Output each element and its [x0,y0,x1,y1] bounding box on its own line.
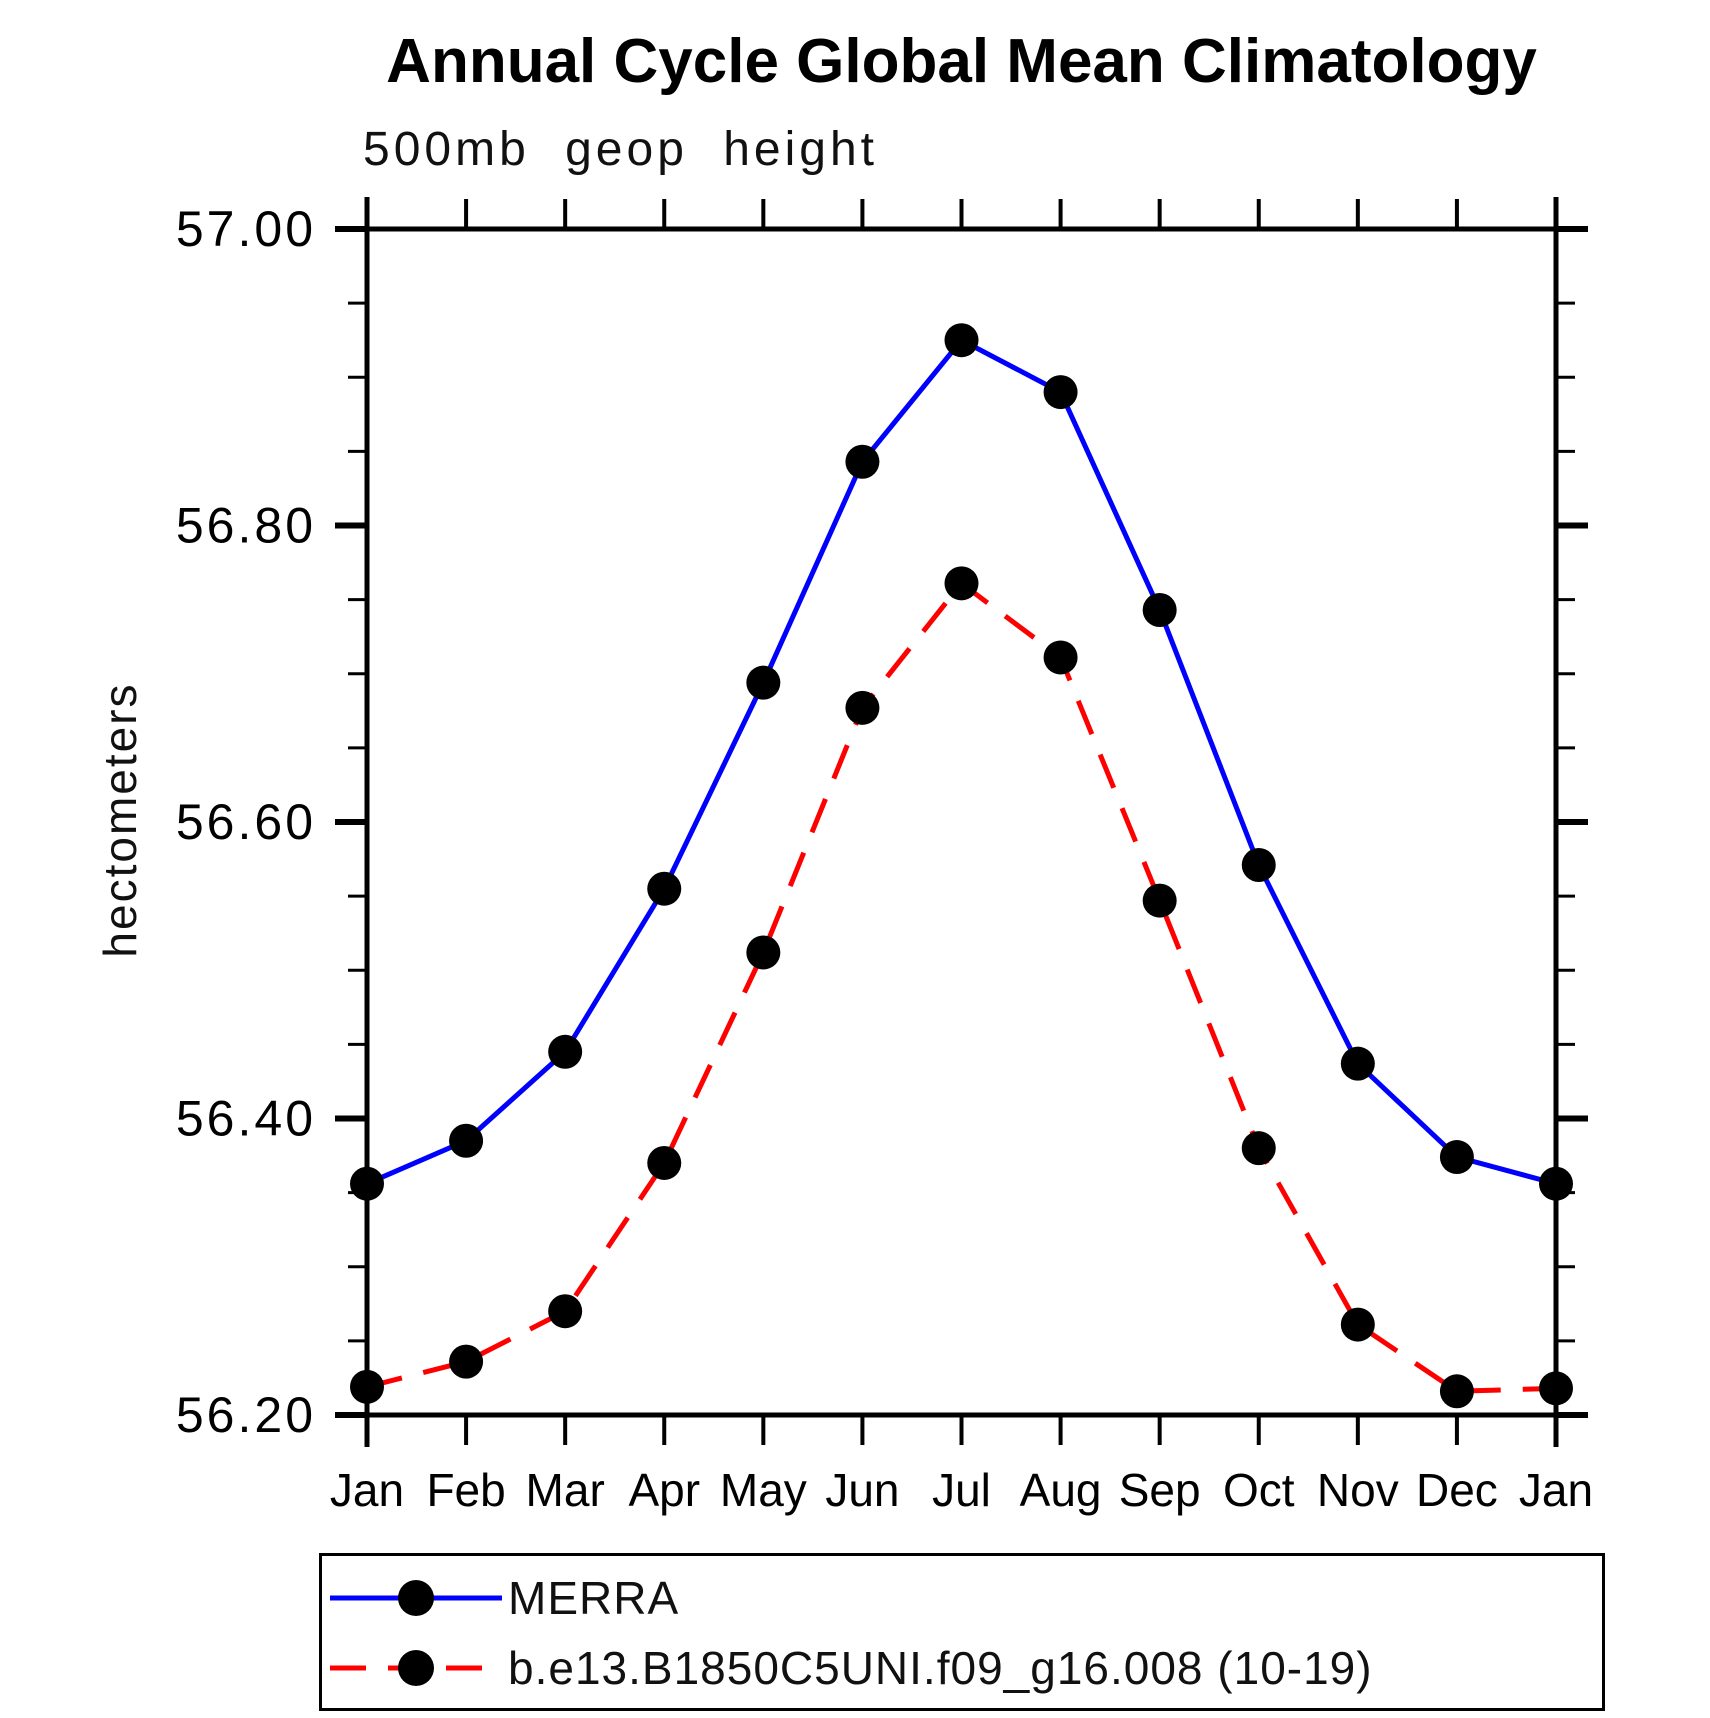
data-point-marker [548,1034,583,1069]
series-line-model [366,579,1557,1394]
data-point-marker [1539,1166,1573,1201]
data-point-marker [449,1344,484,1379]
data-point-marker [845,690,880,725]
data-point-marker [1340,1046,1375,1081]
y-axis-tick-label: 56.40 [176,1091,316,1147]
data-point-marker [1241,1131,1276,1166]
y-axis-tick-label: 56.60 [176,794,316,850]
x-axis-tick-label: Apr [628,1464,700,1516]
data-point-marker [1142,883,1177,918]
data-point-marker [944,566,979,601]
x-axis-tick-label: Feb [426,1464,505,1516]
x-axis-tick-label: Oct [1223,1464,1295,1516]
data-point-marker [1340,1307,1375,1342]
data-point-marker [1539,1371,1573,1406]
data-point-marker [647,1145,682,1180]
data-point-marker [1241,847,1276,882]
legend-label-merra: MERRA [508,1572,680,1624]
data-point-marker [746,935,781,970]
x-axis-tick-label: Mar [526,1464,605,1516]
data-point-marker [350,1166,384,1201]
x-axis-tick-label: Dec [1416,1464,1498,1516]
chart-title: Annual Cycle Global Mean Climatology [386,27,1537,96]
chart-subtitle: 500mb geop height [363,123,878,176]
legend-row-merra: MERRA [328,1572,679,1624]
data-point-marker [845,444,880,479]
data-point-marker [449,1123,484,1158]
y-axis-tick-label: 56.20 [176,1387,316,1443]
legend-box: MERRA b.e13.B1850C5UNI.f09_g16.008 (10-1… [319,1553,1605,1711]
data-point-marker [1043,375,1078,410]
series-line-merra [366,337,1557,1187]
x-axis-tick-label: May [720,1464,807,1516]
x-axis-tick-label: Jan [1519,1464,1593,1516]
data-point-marker [1142,593,1177,628]
x-axis-tick-label: Jun [825,1464,899,1516]
x-axis-tick-label: Sep [1119,1464,1201,1516]
x-axis-tick-label: Jan [330,1464,404,1516]
x-axis-tick-label: Jul [932,1464,991,1516]
legend-label-model: b.e13.B1850C5UNI.f09_g16.008 (10-19) [508,1642,1373,1694]
data-point-marker [746,665,781,700]
data-point-marker [944,323,979,358]
y-axis-tick-label: 56.80 [176,498,316,554]
legend-row-model: b.e13.B1850C5UNI.f09_g16.008 (10-19) [328,1642,1373,1694]
x-axis-tick-label: Nov [1317,1464,1399,1516]
data-point-marker [647,871,682,906]
merra-line-sample-icon [330,1580,502,1616]
data-point-marker [350,1369,384,1404]
data-point-marker [1439,1374,1474,1409]
data-point-marker [1439,1140,1474,1175]
y-axis-tick-label: 57.00 [176,201,316,257]
model-line-sample-icon [330,1650,502,1686]
x-axis-tick-label: Aug [1020,1464,1102,1516]
data-point-marker [1043,640,1078,675]
data-point-marker [548,1294,583,1329]
